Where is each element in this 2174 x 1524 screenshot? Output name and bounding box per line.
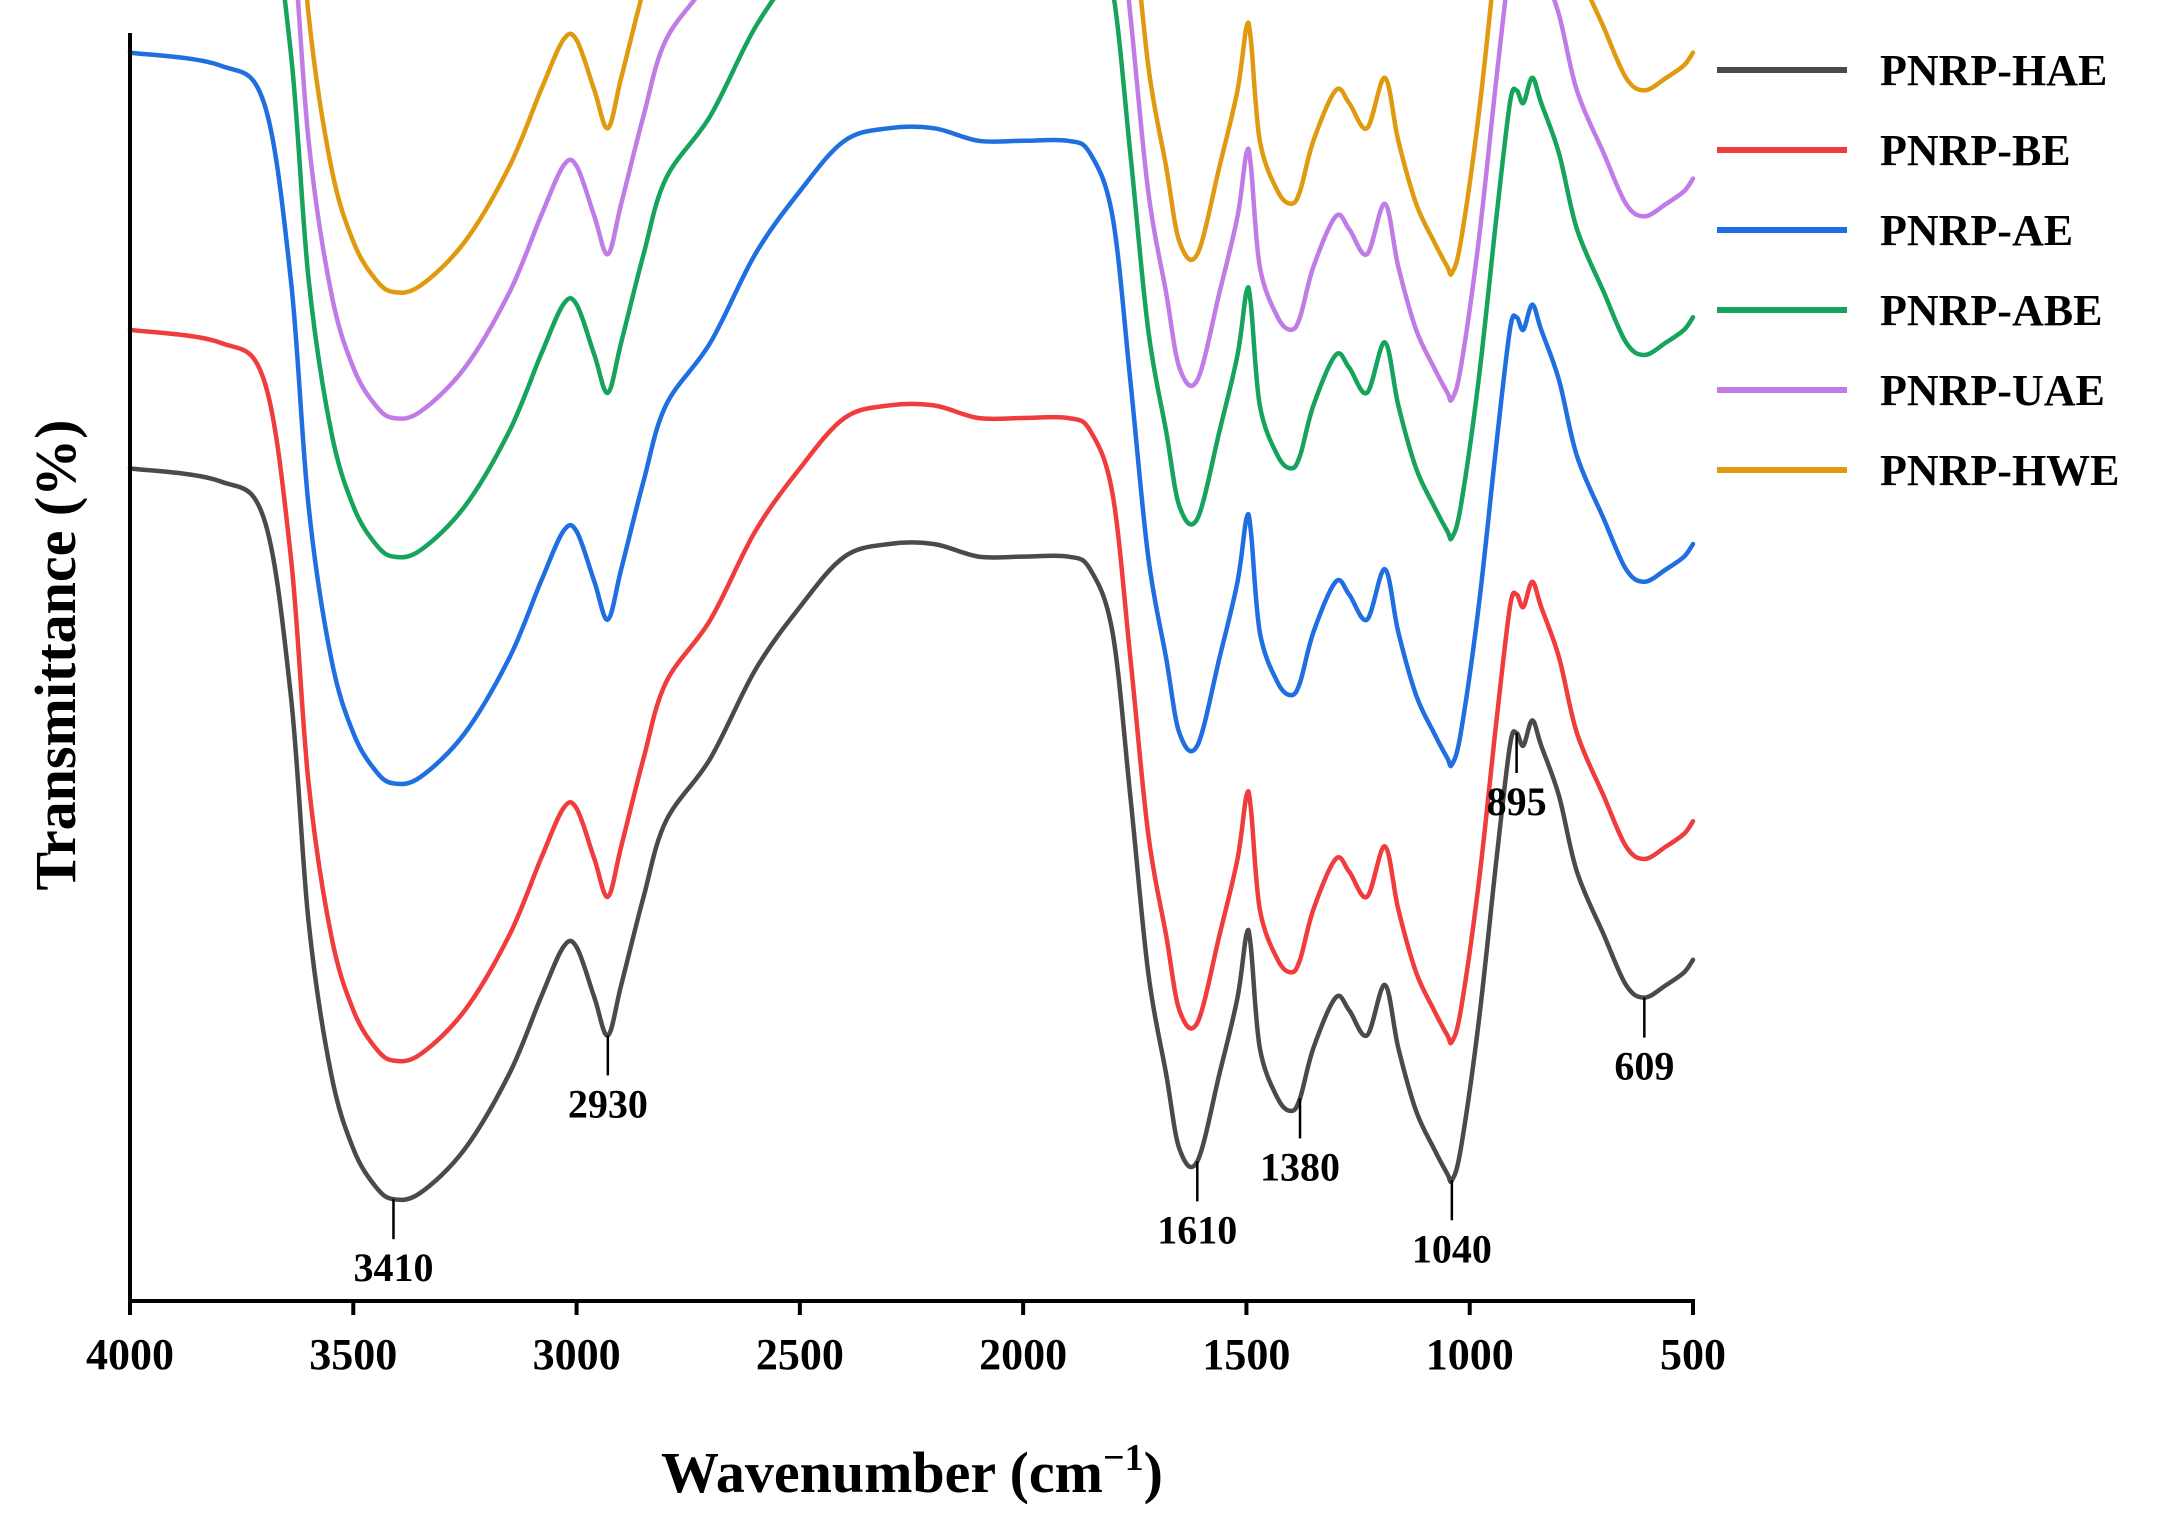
legend-label-pnrp-ae: PNRP-AE (1880, 206, 2073, 255)
x-tick-label-2000: 2000 (979, 1330, 1067, 1379)
legend-label-pnrp-abe: PNRP-ABE (1880, 286, 2102, 335)
x-tick-label-1000: 1000 (1426, 1330, 1514, 1379)
x-axis-ticks: 4000 3500 3000 2500 2000 1500 1000 500 (86, 1301, 1726, 1379)
series-line-pnrp-ae (127, 50, 1696, 787)
x-tick-label-1500: 1500 (1202, 1330, 1290, 1379)
x-tick-label-2500: 2500 (756, 1330, 844, 1379)
x-tick-label-3500: 3500 (309, 1330, 397, 1379)
series-line-pnrp-hwe (304, 0, 1696, 295)
x-axis-title: Wavenumber (cm−1) (661, 1437, 1163, 1505)
series-line-pnrp-hae (127, 466, 1696, 1203)
y-axis-title: Transmittance (%) (23, 420, 88, 891)
x-tick-label-500: 500 (1660, 1330, 1726, 1379)
legend-label-pnrp-be: PNRP-BE (1880, 126, 2071, 175)
peak-label-895: 895 (1487, 779, 1547, 824)
legend-label-pnrp-uae: PNRP-UAE (1880, 366, 2105, 415)
peak-label-3410: 3410 (353, 1245, 433, 1290)
peak-label-1380: 1380 (1260, 1144, 1340, 1189)
annotation-layer: 3410 2930 1610 1380 1040 895 609 (353, 733, 1674, 1290)
series-line-pnrp-uae (295, 0, 1696, 421)
series-layer (127, 0, 1696, 1203)
legend-label-pnrp-hae: PNRP-HAE (1880, 46, 2107, 95)
series-line-pnrp-abe (282, 0, 1696, 560)
x-axis-title-main: Wavenumber (cm (661, 1440, 1103, 1505)
x-tick-label-3000: 3000 (533, 1330, 621, 1379)
x-axis-title-superscript: −1 (1103, 1437, 1144, 1479)
series-line-pnrp-be (127, 327, 1696, 1064)
peak-label-2930: 2930 (568, 1081, 648, 1126)
peak-label-1040: 1040 (1412, 1226, 1492, 1271)
legend-label-pnrp-hwe: PNRP-HWE (1880, 446, 2120, 495)
legend: PNRP-HAE PNRP-BE PNRP-AE PNRP-ABE PNRP-UAE PN… (1717, 46, 2120, 495)
peak-label-1610: 1610 (1157, 1207, 1237, 1252)
x-tick-label-4000: 4000 (86, 1330, 174, 1379)
plot-area: 3410 2930 1610 1380 1040 895 609 (127, 0, 1696, 1290)
x-axis-title-suffix: ) (1144, 1440, 1163, 1505)
peak-label-609: 609 (1614, 1044, 1674, 1089)
